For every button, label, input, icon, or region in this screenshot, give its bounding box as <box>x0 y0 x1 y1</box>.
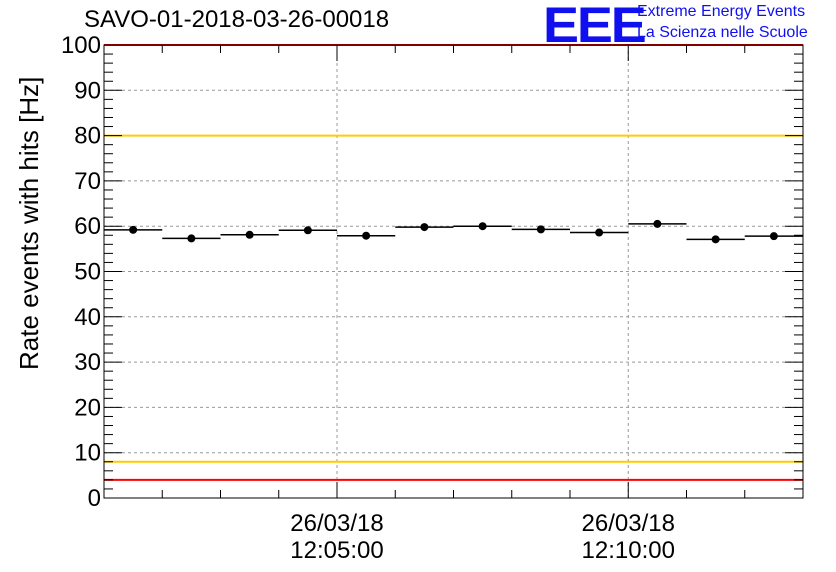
data-point <box>478 222 487 231</box>
x-tick-label-date: 26/03/18 <box>290 510 383 537</box>
y-tick-label: 40 <box>74 304 101 331</box>
y-tick-label: 70 <box>74 168 101 195</box>
data-point <box>536 225 545 234</box>
logo-line-1: Extreme Energy Events <box>637 3 806 20</box>
data-point <box>362 231 371 240</box>
y-tick-label: 60 <box>74 213 101 240</box>
eee-logo: EEE <box>543 0 647 53</box>
data-point <box>129 225 138 234</box>
data-point <box>245 230 254 239</box>
y-axis-label: Rate events with hits [Hz] <box>14 76 44 370</box>
y-tick-label: 80 <box>74 123 101 150</box>
y-tick-label: 50 <box>74 259 101 286</box>
data-point <box>711 235 720 244</box>
y-tick-label: 30 <box>74 349 101 376</box>
chart-title: SAVO-01-2018-03-26-00018 <box>84 6 390 33</box>
data-point <box>769 232 778 241</box>
x-tick-label-time: 12:10:00 <box>582 537 675 564</box>
y-tick-label: 90 <box>74 77 101 104</box>
data-point <box>653 219 662 228</box>
x-tick-label-date: 26/03/18 <box>582 510 675 537</box>
logo-line-2: La Scienza nelle Scuole <box>637 24 808 41</box>
data-point <box>303 226 312 235</box>
data-point <box>187 234 196 243</box>
x-tick-label-time: 12:05:00 <box>290 537 383 564</box>
y-tick-label: 10 <box>74 440 101 467</box>
y-tick-label: 0 <box>88 485 101 512</box>
y-tick-label: 20 <box>74 394 101 421</box>
data-point <box>595 228 604 237</box>
data-point <box>420 223 429 232</box>
y-tick-label: 100 <box>61 32 101 59</box>
